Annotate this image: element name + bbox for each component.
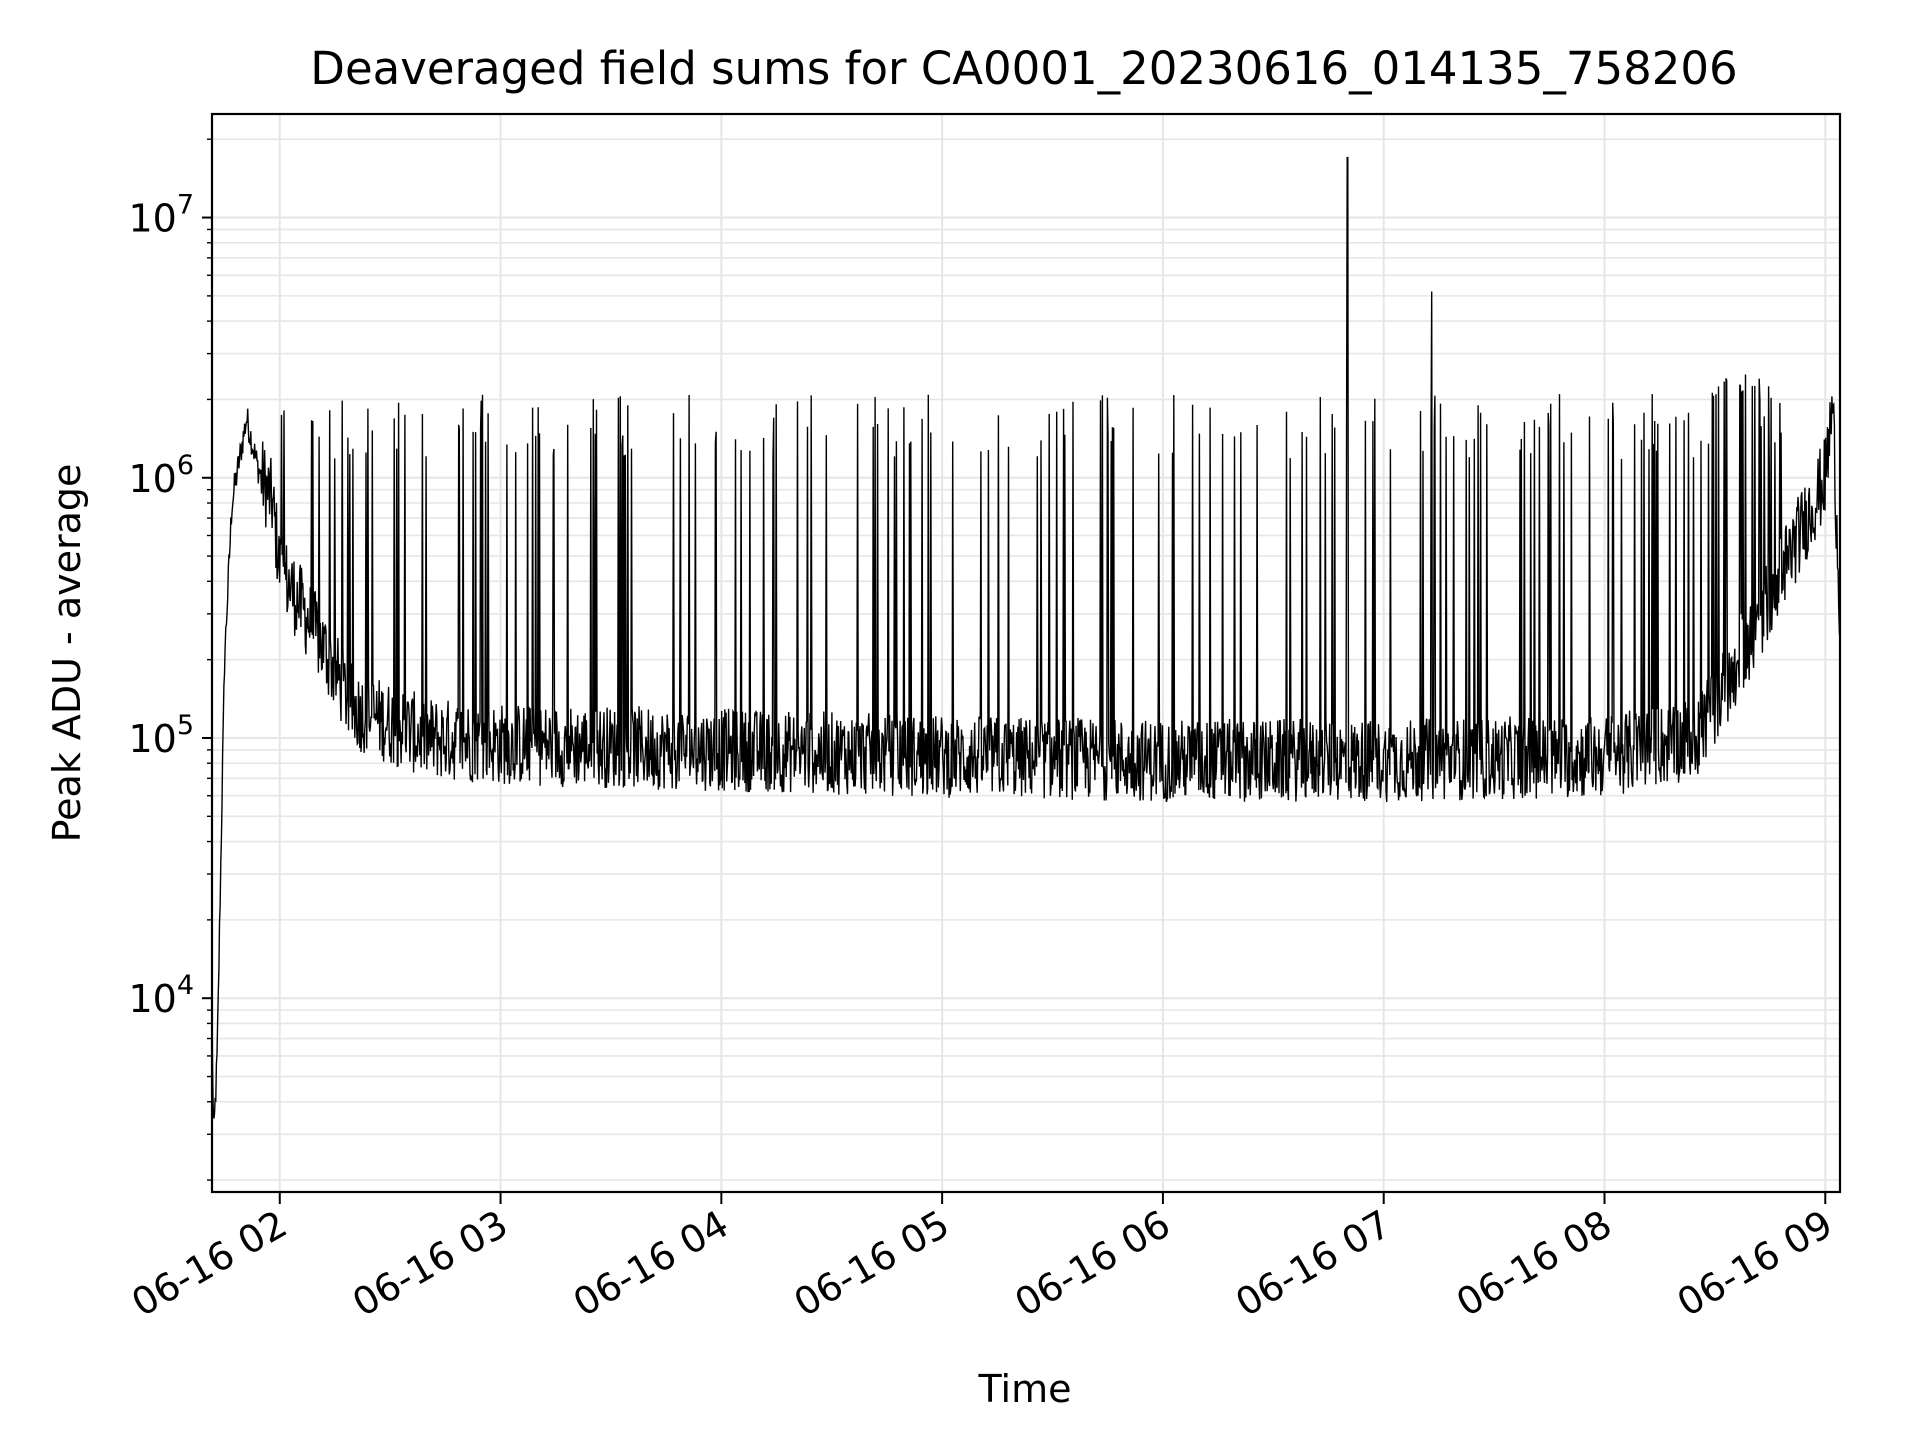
y-axis: 104 105 106 107 <box>128 138 212 1181</box>
x-axis: 06-16 02 06-16 03 06-16 04 06-16 05 06-16 06… <box>124 1192 1840 1326</box>
x-tick-label: 06-16 04 <box>566 1202 736 1326</box>
y-tick-label: 104 <box>128 970 194 1021</box>
x-axis-label: Time <box>978 1367 1072 1411</box>
x-tick-label: 06-16 02 <box>124 1202 294 1326</box>
y-tick-label: 107 <box>128 190 194 241</box>
x-tick-label: 06-16 09 <box>1670 1202 1840 1326</box>
x-tick-label: 06-16 05 <box>787 1202 957 1326</box>
plot-area <box>211 156 1841 1119</box>
y-axis-label: Peak ADU - average <box>45 464 89 843</box>
x-tick-label: 06-16 06 <box>1007 1202 1177 1326</box>
grid <box>212 114 1840 1192</box>
series-line <box>211 156 1841 1119</box>
y-tick-label: 105 <box>128 710 194 761</box>
x-tick-label: 06-16 07 <box>1228 1202 1398 1326</box>
x-tick-label: 06-16 08 <box>1449 1202 1619 1326</box>
y-tick-label: 106 <box>128 450 194 501</box>
x-tick-label: 06-16 03 <box>345 1202 515 1326</box>
chart-title: Deaveraged field sums for CA0001_2023061… <box>310 42 1737 95</box>
plot-frame <box>210 112 1842 1194</box>
